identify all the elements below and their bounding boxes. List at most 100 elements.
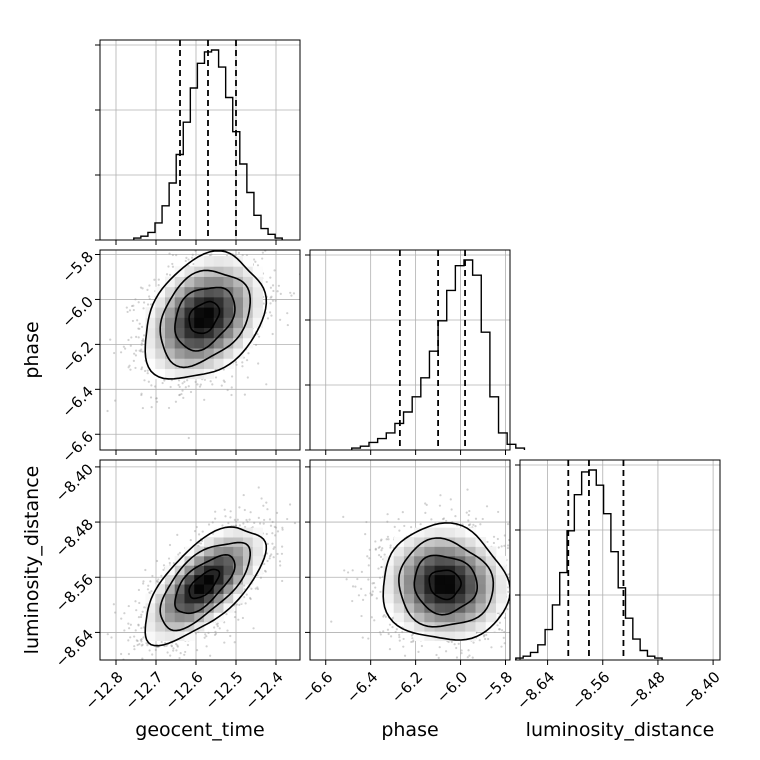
density-cell (194, 602, 205, 613)
sample-point (277, 284, 280, 287)
density-cell (165, 337, 176, 349)
sample-point (199, 241, 201, 243)
sample-point (142, 582, 145, 585)
density-cell (213, 256, 224, 267)
sample-point (235, 603, 238, 606)
sample-point (478, 639, 481, 642)
density-cell (165, 286, 176, 298)
x-tick-label: −12.5 (202, 668, 247, 713)
sample-point (132, 304, 135, 307)
sample-point (140, 392, 143, 395)
sample-point (271, 332, 274, 336)
sample-point (156, 580, 159, 583)
sample-point (265, 383, 268, 386)
sample-point (382, 615, 385, 618)
sample-point (389, 546, 392, 549)
sample-point (141, 350, 144, 353)
density-cell (165, 348, 176, 359)
sample-point (138, 349, 141, 352)
sample-point (265, 532, 268, 536)
y-tick-label: −6.6 (59, 428, 97, 466)
sample-point (351, 569, 354, 572)
histogram-panel-luminosity_distance: −8.64 −8.56 −8.48 −8.40 (513, 459, 724, 713)
density-cell (233, 565, 244, 576)
density-cell (213, 593, 224, 604)
density-cell (145, 612, 156, 623)
sample-point (194, 632, 197, 635)
sample-point (139, 638, 142, 642)
sample-point (379, 539, 383, 542)
sample-point (417, 662, 419, 664)
sample-point (183, 380, 186, 383)
sample-point (401, 630, 404, 634)
sample-point (237, 618, 240, 621)
sample-point (178, 393, 181, 396)
density-cell (204, 368, 215, 380)
sample-point (147, 584, 150, 587)
density-cell (243, 286, 254, 298)
density-cell (184, 593, 195, 604)
sample-point (229, 510, 232, 513)
sample-point (378, 576, 382, 579)
sample-point (133, 352, 136, 355)
sample-point (403, 654, 407, 657)
sample-point (370, 594, 373, 597)
sample-point (137, 588, 141, 592)
sample-point (242, 493, 245, 497)
density-cell (204, 266, 215, 277)
sample-point (140, 343, 143, 347)
sample-point (164, 666, 166, 668)
sample-point (259, 576, 263, 579)
sample-point (245, 359, 249, 362)
sample-point (437, 656, 440, 660)
density-cell (233, 546, 244, 557)
density-cell (174, 307, 185, 318)
density-cell (243, 307, 254, 318)
density-cell (204, 358, 215, 369)
sample-point (269, 296, 272, 299)
sample-point (245, 518, 248, 522)
sample-point (511, 557, 513, 559)
density-cell (165, 574, 176, 585)
sample-point (448, 662, 450, 664)
sample-point (168, 543, 172, 547)
sample-point (120, 617, 123, 620)
sample-point (230, 375, 234, 378)
density-cell (155, 631, 166, 642)
density-cell (194, 584, 205, 594)
sample-point (410, 640, 413, 644)
sample-point (127, 652, 130, 656)
sample-point (410, 634, 414, 637)
sample-point (120, 652, 123, 656)
sample-point (271, 542, 274, 545)
sample-point (204, 633, 207, 636)
sample-point (276, 290, 279, 293)
sample-point (230, 393, 233, 397)
sample-point (150, 590, 153, 593)
sample-point (469, 523, 472, 526)
sample-point (373, 619, 376, 622)
sample-point (146, 369, 149, 372)
sample-point (447, 640, 450, 644)
sample-point (230, 235, 232, 237)
sample-point (142, 339, 145, 342)
density-cell (204, 256, 215, 267)
sample-point (220, 384, 223, 387)
density-cell (174, 602, 185, 613)
sample-point (167, 663, 169, 665)
density-cell (223, 327, 234, 339)
sample-point (238, 524, 242, 527)
panel-frame (99, 249, 301, 451)
sample-point (272, 547, 275, 550)
sample-point (187, 385, 190, 388)
density-cell (252, 527, 263, 538)
sample-point (196, 544, 200, 547)
sample-point (379, 555, 383, 558)
sample-point (216, 622, 219, 625)
density-cell (233, 584, 244, 594)
sample-point (286, 312, 289, 315)
density-cell (174, 276, 185, 288)
sample-point (141, 287, 144, 290)
sample-point (210, 242, 212, 244)
sample-point (361, 636, 364, 639)
